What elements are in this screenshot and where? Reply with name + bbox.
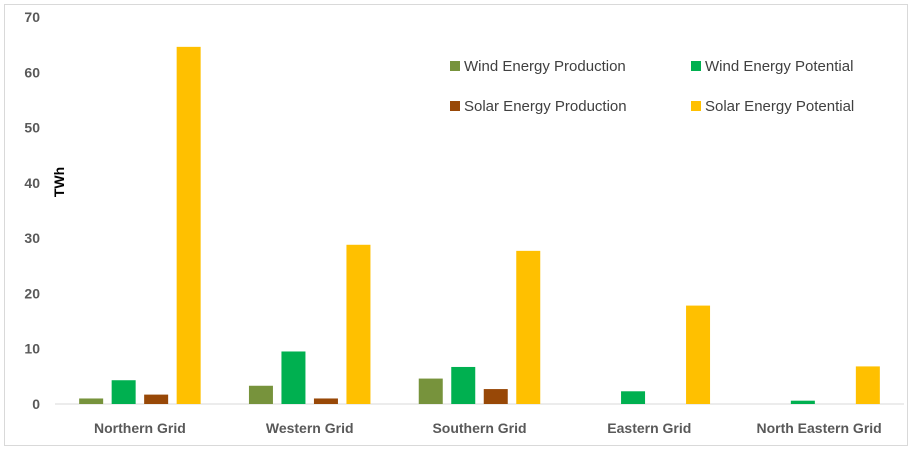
bar-wind-energy-potential xyxy=(451,366,476,404)
legend-swatch xyxy=(691,101,701,111)
x-tick-label: North Eastern Grid xyxy=(756,420,881,436)
y-axis-ticks: 0 10 20 30 40 50 60 70 xyxy=(24,9,40,412)
legend-label: Solar Energy Potential xyxy=(705,98,854,115)
legend: Wind Energy Production Wind Energy Potent… xyxy=(450,58,854,115)
bars xyxy=(79,46,880,405)
legend-swatch xyxy=(450,61,460,71)
x-axis-categories: Northern Grid Western Grid Southern Grid Ea… xyxy=(94,420,882,436)
bar-wind-energy-production xyxy=(248,385,273,404)
legend-label: Wind Energy Production xyxy=(464,58,626,75)
legend-swatch xyxy=(450,101,460,111)
bar-wind-energy-potential xyxy=(621,391,646,404)
bar-solar-energy-potential xyxy=(516,250,541,404)
bar-solar-energy-potential xyxy=(855,366,880,404)
y-tick-label: 10 xyxy=(24,341,40,357)
y-tick-label: 0 xyxy=(32,396,40,412)
legend-label: Wind Energy Potential xyxy=(705,58,853,75)
y-tick-label: 20 xyxy=(24,285,40,301)
bar-wind-energy-potential xyxy=(790,400,815,404)
y-axis-label: TWh xyxy=(51,167,67,197)
x-tick-label: Western Grid xyxy=(266,420,354,436)
bar-wind-energy-production xyxy=(418,378,443,404)
bar-solar-energy-production xyxy=(313,398,338,404)
bar-solar-energy-production xyxy=(483,389,508,404)
y-tick-label: 40 xyxy=(24,175,40,191)
bar-wind-energy-potential xyxy=(111,380,136,404)
bar-wind-energy-potential xyxy=(281,351,306,404)
bar-solar-energy-potential xyxy=(686,305,711,404)
bar-solar-energy-production xyxy=(144,394,169,404)
x-tick-label: Northern Grid xyxy=(94,420,186,436)
y-tick-label: 60 xyxy=(24,64,40,80)
chart-frame xyxy=(4,4,908,446)
bar-solar-energy-potential xyxy=(346,244,371,404)
legend-swatch xyxy=(691,61,701,71)
y-tick-label: 30 xyxy=(24,230,40,246)
x-tick-label: Southern Grid xyxy=(432,420,526,436)
x-tick-label: Eastern Grid xyxy=(607,420,691,436)
bar-solar-energy-potential xyxy=(176,46,201,405)
y-tick-label: 70 xyxy=(24,9,40,25)
y-tick-label: 50 xyxy=(24,120,40,136)
bar-wind-energy-production xyxy=(79,398,104,404)
legend-label: Solar Energy Production xyxy=(464,98,627,115)
